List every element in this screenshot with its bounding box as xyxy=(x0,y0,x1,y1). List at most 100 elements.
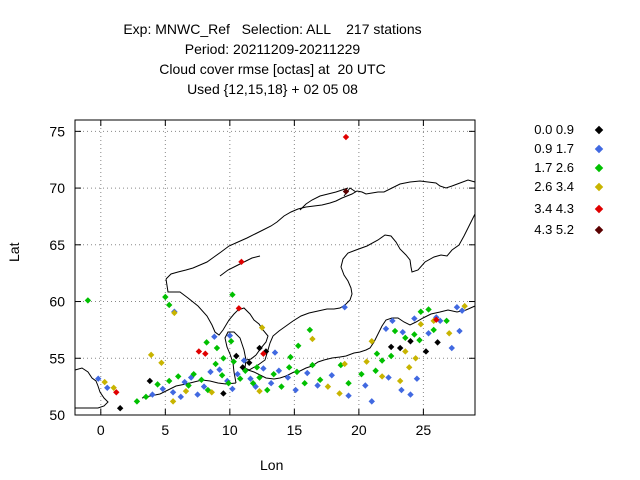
data-point xyxy=(149,391,156,398)
data-point xyxy=(213,344,221,352)
x-tick-label: 25 xyxy=(416,422,432,438)
data-point xyxy=(133,398,141,405)
x-tick-label: 10 xyxy=(222,422,238,438)
data-point xyxy=(309,361,316,369)
data-point xyxy=(412,355,419,362)
data-point xyxy=(458,307,466,314)
data-point xyxy=(275,367,283,374)
data-point xyxy=(104,384,111,391)
data-point xyxy=(245,359,253,367)
data-point xyxy=(270,370,277,378)
y-tick-label: 70 xyxy=(49,180,65,196)
x-axis-ticks: 0 5 10 15 20 25 xyxy=(97,120,431,438)
data-point xyxy=(256,374,263,381)
y-axis-label: Lat xyxy=(6,242,22,262)
data-point xyxy=(165,301,173,309)
legend-marker xyxy=(594,144,604,154)
data-point xyxy=(185,382,192,389)
legend-marker xyxy=(594,225,604,235)
data-point xyxy=(433,316,440,323)
data-point xyxy=(336,390,343,397)
data-point xyxy=(230,358,237,365)
data-point xyxy=(95,375,102,382)
data-point xyxy=(256,344,263,352)
legend-entry: 3.4 4.3 xyxy=(512,201,622,219)
data-point xyxy=(198,376,205,384)
data-point xyxy=(306,326,314,334)
legend-entry: 1.7 2.6 xyxy=(512,160,622,178)
data-point xyxy=(203,339,210,346)
y-tick-label: 60 xyxy=(49,294,65,310)
x-axis-label: Lon xyxy=(260,457,284,473)
legend-entry: 2.6 3.4 xyxy=(512,179,622,197)
data-point xyxy=(443,317,450,325)
legend-marker xyxy=(594,182,604,192)
data-point xyxy=(110,384,117,391)
data-point xyxy=(225,380,232,387)
data-point xyxy=(181,378,188,386)
data-point xyxy=(142,393,150,401)
data-point xyxy=(195,348,203,355)
data-point xyxy=(295,342,302,349)
data-point xyxy=(226,332,234,339)
data-point xyxy=(169,398,177,405)
data-point xyxy=(211,333,218,340)
data-point xyxy=(448,344,455,352)
data-point xyxy=(212,360,219,368)
data-point xyxy=(399,328,406,336)
legend-label: 3.4 4.3 xyxy=(534,201,574,216)
legend-label: 0.9 1.7 xyxy=(534,141,574,156)
data-point xyxy=(216,366,223,373)
chart-title-line-2: Period: 20211209-20211229 xyxy=(184,41,361,57)
data-point xyxy=(368,338,375,345)
data-point xyxy=(162,293,169,301)
data-point xyxy=(247,375,254,382)
data-point xyxy=(190,370,197,378)
data-point xyxy=(84,297,92,304)
data-point xyxy=(461,302,468,310)
data-point xyxy=(220,390,227,397)
data-point xyxy=(434,339,441,346)
data-point xyxy=(391,327,399,335)
x-tick-label: 0 xyxy=(97,422,105,438)
data-point xyxy=(345,392,352,399)
data-point xyxy=(341,304,348,311)
data-point xyxy=(293,368,301,376)
data-point xyxy=(218,372,226,379)
data-point xyxy=(204,386,212,394)
data-point xyxy=(430,326,437,334)
x-tick-label: 15 xyxy=(287,422,303,438)
coastline-baltic-east xyxy=(247,305,476,380)
data-point xyxy=(236,375,244,382)
data-point xyxy=(284,374,292,381)
data-point xyxy=(175,373,182,380)
data-point xyxy=(287,353,294,361)
data-point xyxy=(362,382,369,389)
data-point xyxy=(314,382,321,389)
data-point xyxy=(177,393,185,401)
data-point xyxy=(378,373,386,380)
data-point xyxy=(416,336,423,344)
data-point xyxy=(260,365,267,372)
data-point xyxy=(229,291,236,298)
data-point xyxy=(208,389,215,396)
data-point xyxy=(324,383,332,390)
data-point xyxy=(194,391,201,398)
data-point xyxy=(378,357,386,364)
data-point xyxy=(301,380,308,387)
data-point xyxy=(405,364,413,371)
data-point xyxy=(328,372,335,379)
legend-label: 4.3 5.2 xyxy=(534,222,574,237)
legend-label: 0.0 0.9 xyxy=(534,122,574,137)
data-point xyxy=(309,335,316,343)
data-point xyxy=(425,330,432,337)
data-point xyxy=(363,358,370,365)
legend-label: 1.7 2.6 xyxy=(534,160,574,175)
data-point xyxy=(342,188,350,195)
data-point xyxy=(278,383,285,390)
legend-marker xyxy=(594,204,604,214)
data-point xyxy=(422,348,430,355)
legend-label: 2.6 3.4 xyxy=(534,179,574,194)
chart-title-line-1: Exp: MNWC_Ref Selection: ALL 217 station… xyxy=(123,21,422,37)
